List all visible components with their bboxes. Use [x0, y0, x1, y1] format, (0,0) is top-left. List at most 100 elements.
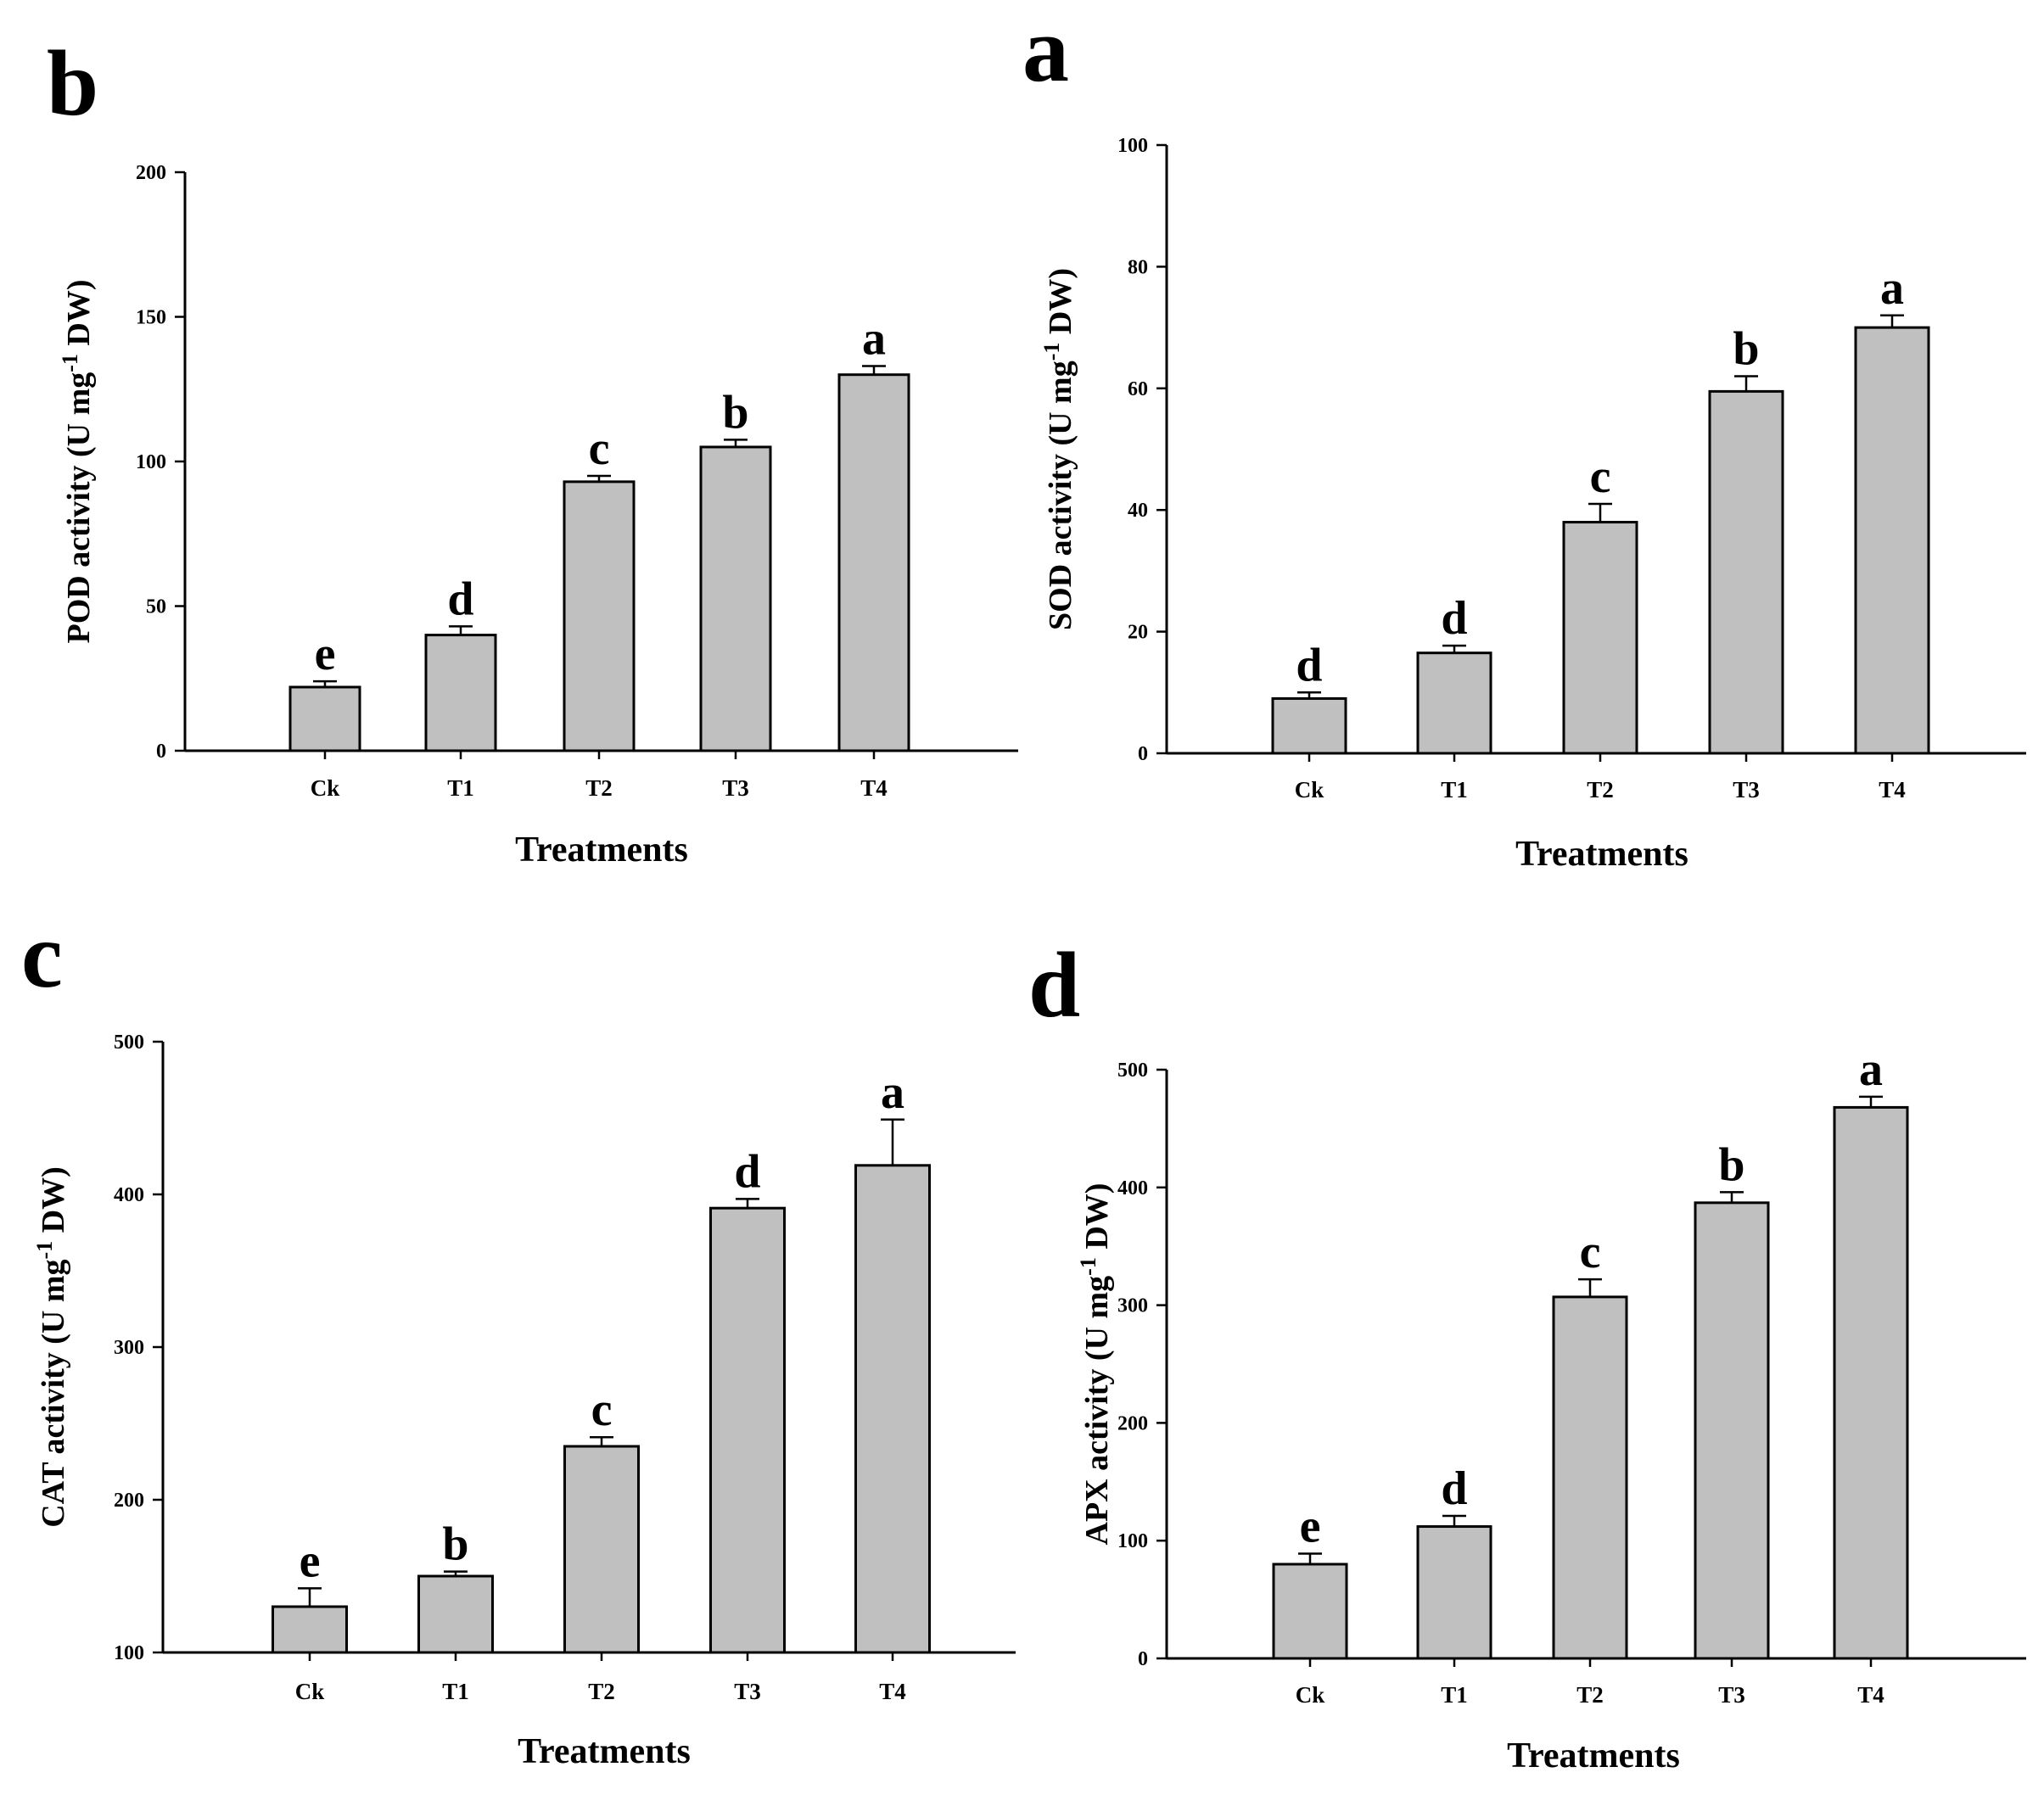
significance-letter: a	[1880, 262, 1904, 315]
x-tick-label: T3	[1718, 1682, 1745, 1708]
significance-letter: c	[589, 422, 610, 475]
x-tick-label: T3	[734, 1679, 761, 1704]
y-axis-label: APX activity (U mg-1 DW)	[1076, 1183, 1115, 1546]
significance-letter: c	[1580, 1226, 1601, 1278]
significance-letter: b	[442, 1518, 468, 1571]
x-tick-label: T2	[585, 775, 613, 801]
y-axis-label-tail: DW)	[1043, 268, 1078, 343]
chart-sod: a 0 20 40 60 80 100 d Ck d T1 c T2 b T3 a T4 Treatments SO…	[1022, 0, 2026, 874]
significance-letter: d	[1296, 639, 1322, 691]
significance-letter: e	[300, 1535, 321, 1587]
bar	[424, 634, 497, 752]
bar	[1694, 1201, 1770, 1660]
y-tick-label: 0	[1138, 1648, 1148, 1670]
y-axis-label-tail: DW)	[36, 1166, 71, 1241]
y-axis-label-main: CAT activity (U mg	[36, 1260, 71, 1528]
significance-letter: c	[1590, 450, 1611, 503]
chart-cat: c 100 200 300 400 500 e Ck b T1 c T2 d T3 a T4 Treatment…	[21, 903, 1016, 1771]
significance-letter: d	[447, 573, 473, 625]
y-tick-label: 100	[1117, 1530, 1148, 1552]
chart-pod: b 0 50 100 150 200 e Ck d T1 c T2 b T3 a T4 Treatments PO…	[47, 31, 1018, 869]
x-tick-label: T1	[442, 1679, 469, 1704]
bar	[1272, 1563, 1348, 1660]
x-tick-label: T1	[1441, 777, 1468, 802]
y-tick-label: 400	[114, 1184, 144, 1206]
x-tick-label: T3	[722, 775, 749, 801]
bar	[1416, 651, 1492, 755]
y-axis-label-superscript: -1	[32, 1241, 57, 1260]
bar	[1552, 1295, 1628, 1660]
panel-letter: a	[1022, 0, 1069, 101]
x-tick-label: Ck	[311, 775, 340, 801]
significance-letter: a	[862, 312, 886, 365]
y-tick-label: 200	[1117, 1412, 1148, 1434]
significance-letter: b	[722, 386, 748, 439]
x-tick-label: T1	[447, 775, 474, 801]
y-tick-label: 80	[1128, 256, 1148, 278]
x-tick-label: Ck	[295, 1679, 325, 1704]
y-axis-label-tail: DW)	[1079, 1183, 1115, 1258]
panel-letter: d	[1028, 933, 1080, 1037]
significance-letter: d	[734, 1145, 760, 1198]
y-axis-label-superscript: -1	[1076, 1257, 1100, 1276]
bar	[1562, 521, 1638, 755]
x-axis-label: Treatments	[515, 830, 688, 869]
x-tick-label: T2	[1587, 777, 1614, 802]
y-axis-label-superscript: -1	[58, 354, 82, 372]
y-tick-label: 0	[156, 741, 166, 763]
bar	[1708, 389, 1784, 755]
y-tick-label: 0	[1138, 743, 1148, 765]
y-tick-label: 200	[136, 162, 166, 184]
y-axis-label: POD activity (U mg-1 DW)	[58, 279, 97, 643]
y-tick-label: 20	[1128, 622, 1148, 644]
panel-letter: c	[21, 903, 63, 1007]
significance-letter: c	[591, 1384, 613, 1436]
y-axis-label-tail: DW)	[61, 279, 97, 354]
x-tick-label: T4	[1879, 777, 1906, 802]
panel-letter: b	[47, 31, 98, 135]
significance-letter: d	[1441, 1462, 1467, 1515]
bar	[854, 1164, 931, 1654]
y-tick-label: 400	[1117, 1177, 1148, 1199]
significance-letter: a	[881, 1066, 904, 1119]
y-tick-label: 150	[136, 307, 166, 329]
x-tick-label: T2	[588, 1679, 615, 1704]
significance-letter: e	[315, 628, 336, 680]
y-tick-label: 500	[114, 1032, 144, 1054]
y-axis-label-superscript: -1	[1039, 343, 1064, 361]
bar	[1271, 696, 1347, 755]
y-axis-label-main: SOD activity (U mg	[1043, 361, 1078, 630]
y-tick-label: 60	[1128, 378, 1148, 400]
bar	[837, 373, 910, 752]
y-axis-label-main: APX activity (U mg	[1079, 1276, 1115, 1546]
y-tick-label: 300	[1117, 1295, 1148, 1317]
x-tick-label: T4	[879, 1679, 906, 1704]
y-axis-label: SOD activity (U mg-1 DW)	[1039, 268, 1078, 630]
significance-letter: b	[1718, 1138, 1744, 1191]
bar	[1416, 1525, 1492, 1660]
y-tick-label: 100	[1117, 135, 1148, 157]
x-tick-label: T4	[1857, 1682, 1884, 1708]
y-tick-label: 40	[1128, 500, 1148, 522]
y-tick-label: 100	[114, 1642, 144, 1664]
x-axis-label: Treatments	[518, 1732, 691, 1771]
significance-letter: a	[1859, 1043, 1883, 1096]
bar	[563, 480, 636, 752]
y-tick-label: 300	[114, 1337, 144, 1359]
x-tick-label: Ck	[1295, 777, 1324, 802]
y-tick-label: 100	[136, 451, 166, 473]
significance-letter: d	[1441, 592, 1467, 645]
bar	[1833, 1105, 1909, 1660]
x-tick-label: T1	[1441, 1682, 1468, 1708]
y-tick-label: 200	[114, 1490, 144, 1512]
x-tick-label: Ck	[1296, 1682, 1325, 1708]
significance-letter: b	[1733, 322, 1759, 375]
chart-apx: d 0 100 200 300 400 500 e Ck d T1 c T2 b T3 a T4 Treatmen…	[1028, 933, 2026, 1775]
bar	[1854, 326, 1930, 755]
significance-letter: e	[1300, 1500, 1321, 1552]
bar	[288, 685, 361, 752]
bar	[709, 1206, 786, 1654]
bar	[699, 445, 772, 752]
x-tick-label: T3	[1733, 777, 1760, 802]
x-tick-label: T4	[860, 775, 888, 801]
